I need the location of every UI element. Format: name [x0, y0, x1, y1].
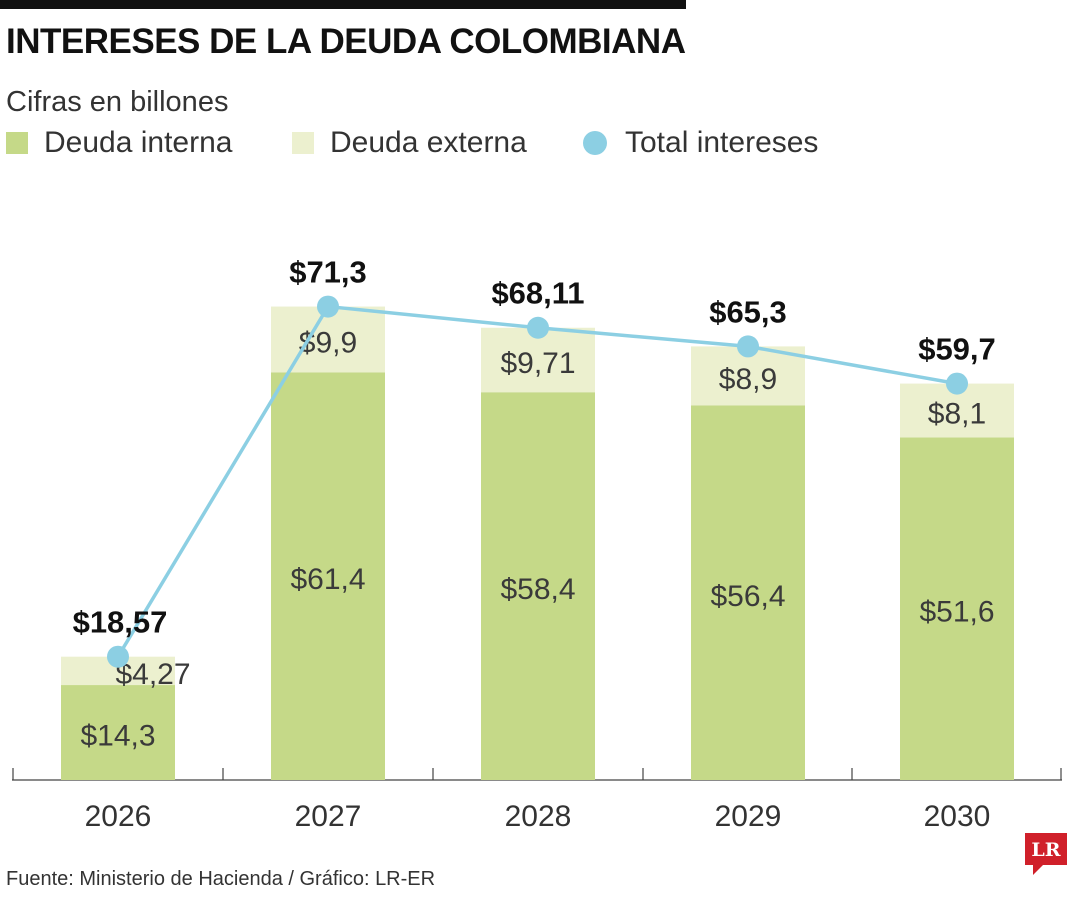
legend-swatch-square-icon [292, 132, 314, 154]
point-total-intereses [107, 645, 129, 668]
source-note: Fuente: Ministerio de Hacienda / Gráfico… [6, 868, 436, 890]
data-label-deuda-externa: $8,1 [928, 397, 986, 430]
legend-item-deuda-interna: Deuda interna [6, 123, 232, 163]
x-tick-label: 2030 [924, 800, 991, 833]
data-label-deuda-interna: $56,4 [710, 580, 785, 613]
legend: Deuda interna Deuda externa Total intere… [0, 123, 1080, 163]
data-label-total-intereses: $18,57 [73, 605, 168, 640]
data-label-deuda-interna: $51,6 [919, 596, 994, 629]
data-label-deuda-externa: $8,9 [719, 363, 777, 396]
data-label-deuda-interna: $61,4 [290, 563, 365, 596]
data-label-deuda-externa: $9,71 [500, 347, 575, 380]
x-tick-label: 2028 [505, 800, 572, 833]
data-label-deuda-interna: $14,3 [80, 720, 155, 753]
point-total-intereses [317, 295, 339, 318]
point-total-intereses [946, 372, 968, 395]
legend-item-total-intereses: Total intereses [583, 123, 818, 163]
bar-deuda-interna [271, 372, 385, 780]
x-tick-label: 2029 [715, 800, 782, 833]
x-tick-label: 2026 [85, 800, 152, 833]
data-label-total-intereses: $65,3 [709, 294, 787, 329]
legend-label: Deuda externa [330, 126, 527, 159]
lr-logo-icon: LR [1025, 833, 1067, 875]
chart-title: INTERESES DE LA DEUDA COLOMBIANA [6, 22, 686, 61]
x-tick-label: 2027 [295, 800, 362, 833]
data-label-total-intereses: $68,11 [491, 276, 584, 311]
point-total-intereses [527, 316, 549, 339]
bar-deuda-interna [691, 405, 805, 780]
legend-item-deuda-externa: Deuda externa [292, 123, 527, 163]
data-label-deuda-externa: $4,27 [115, 658, 190, 691]
svg-text:LR: LR [1031, 839, 1060, 861]
data-label-deuda-externa: $9,9 [299, 326, 357, 359]
point-total-intereses [737, 335, 759, 358]
data-label-deuda-interna: $58,4 [500, 573, 575, 606]
bar-deuda-interna [481, 392, 595, 780]
legend-label: Deuda interna [44, 126, 233, 159]
legend-swatch-circle-icon [583, 131, 607, 155]
top-rule [0, 0, 686, 9]
chart-subtitle: Cifras en billones [6, 86, 229, 118]
legend-label: Total intereses [625, 126, 819, 159]
data-label-total-intereses: $59,7 [918, 332, 996, 367]
stacked-bar-line-chart: $14,3 $4,27 2026 $61,4 $9,9 2027 $58,4 $9,71 202… [12, 255, 1062, 833]
data-label-total-intereses: $71,3 [289, 255, 367, 290]
bar-deuda-interna [900, 437, 1014, 780]
legend-swatch-square-icon [6, 132, 28, 154]
bar-deuda-interna [61, 685, 175, 780]
